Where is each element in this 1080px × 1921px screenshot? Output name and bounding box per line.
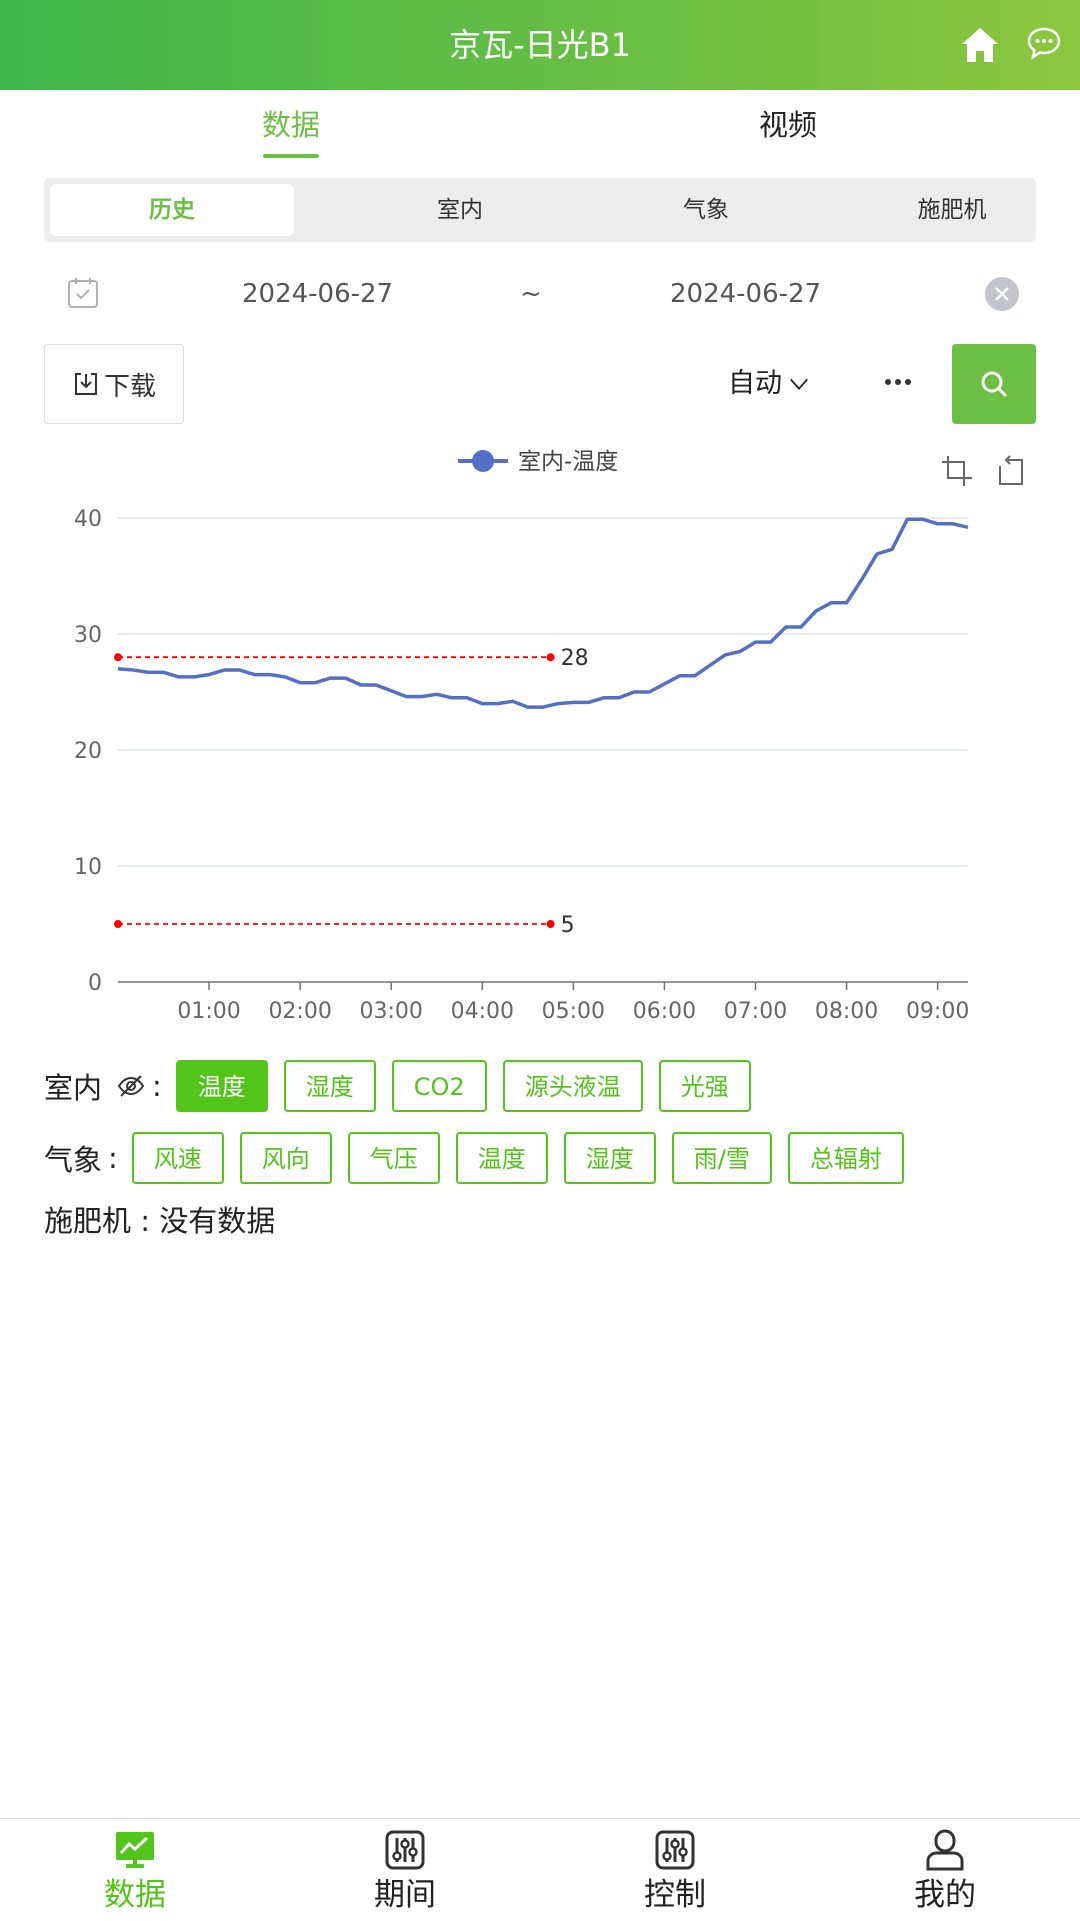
nav-period[interactable]: 期间 [270, 1819, 540, 1921]
nav-data[interactable]: 数据 [0, 1819, 270, 1921]
line-chart: 28 5 0 10 20 30 40 01:00 02:00 03:00 04:00 05:00 06… [0, 436, 1080, 1026]
sliders-icon [385, 1830, 425, 1870]
reference-label: 5 [561, 913, 575, 938]
reference-start-point [114, 920, 122, 928]
page-title: 京瓦-日光B1 [449, 26, 631, 64]
indoor-tags: 温度 湿度 CO2 源头液温 光强 [175, 1060, 767, 1112]
nav-data-label: 数据 [104, 1877, 166, 1913]
chart-svg: 28 5 0 10 20 30 40 01:00 02:00 03:00 04:00 05:00 06… [74, 449, 1023, 1024]
chat-bubble-icon[interactable] [1026, 26, 1062, 60]
y-tick-label: 10 [74, 855, 102, 880]
x-tick-label: 05:00 [542, 999, 605, 1024]
date-range-picker[interactable]: 2024-06-27 ~ 2024-06-27 [44, 262, 1036, 326]
sub-tab-fertilizer[interactable]: 施肥机 [917, 197, 987, 223]
x-tick-label: 02:00 [268, 999, 331, 1024]
weather-filter-row: 气象 : 风速 风向 气压 温度 湿度 雨/雪 总辐射 [44, 1132, 920, 1184]
interval-label: 自动 [728, 368, 782, 399]
indoor-tag[interactable]: 光强 [658, 1060, 751, 1112]
weather-tag[interactable]: 湿度 [563, 1132, 656, 1184]
weather-tags: 风速 风向 气压 温度 湿度 雨/雪 总辐射 [131, 1132, 920, 1184]
weather-tag[interactable]: 风向 [239, 1132, 332, 1184]
x-tick-label: 04:00 [451, 999, 514, 1024]
reference-start-point [114, 653, 122, 662]
x-tick-label: 01:00 [177, 999, 240, 1024]
tab-data-label: 数据 [261, 108, 320, 142]
legend-marker [472, 450, 494, 472]
weather-label: 气象 [44, 1143, 103, 1177]
indoor-tag[interactable]: CO2 [391, 1060, 487, 1112]
reference-end-point [546, 920, 555, 928]
nav-period-label: 期间 [374, 1877, 436, 1913]
indoor-tag[interactable]: 源头液温 [502, 1060, 643, 1112]
search-button[interactable] [952, 344, 1036, 424]
nav-control[interactable]: 控制 [540, 1819, 810, 1921]
x-tick-label: 06:00 [633, 999, 696, 1024]
sub-tab-history[interactable]: 历史 [50, 184, 294, 236]
clear-icon[interactable] [984, 276, 1020, 312]
weather-tag[interactable]: 总辐射 [787, 1132, 904, 1184]
weather-tag[interactable]: 风速 [131, 1132, 224, 1184]
sub-tabs: 历史 室内 气象 施肥机 [44, 178, 1036, 242]
weather-colon: : [108, 1141, 118, 1175]
indoor-filter-row: 室内 : 温度 湿度 CO2 源头液温 光强 [44, 1060, 767, 1112]
restore-icon[interactable] [999, 455, 1023, 485]
tab-data[interactable]: 数据 [191, 90, 391, 160]
reference-label: 28 [561, 646, 589, 671]
y-tick-label: 40 [74, 507, 102, 532]
tab-video[interactable]: 视频 [688, 90, 888, 160]
x-tick-label: 09:00 [906, 999, 969, 1024]
chevron-down-icon [790, 378, 808, 390]
interval-select[interactable]: 自动 [728, 344, 810, 424]
home-icon[interactable] [960, 26, 1000, 64]
series-line[interactable] [117, 517, 969, 709]
x-tick-label: 03:00 [360, 999, 423, 1024]
app-header: 京瓦-日光B1 [0, 0, 1080, 90]
download-button[interactable]: 下载 [44, 344, 184, 424]
weather-tag[interactable]: 气压 [347, 1132, 440, 1184]
bottom-nav: 数据 期间 控制 我的 [0, 1818, 1080, 1920]
eye-off-icon[interactable] [116, 1071, 146, 1101]
sub-tab-indoor[interactable]: 室内 [437, 197, 483, 223]
y-tick-label: 30 [74, 623, 102, 648]
calendar-icon [68, 278, 98, 308]
more-dots-icon[interactable] [880, 364, 916, 400]
start-date[interactable]: 2024-06-27 [242, 279, 394, 309]
zoom-icon[interactable] [942, 456, 972, 486]
nav-mine-label: 我的 [914, 1877, 976, 1913]
sliders-icon [655, 1830, 695, 1870]
indoor-label: 室内 [44, 1071, 103, 1105]
nav-mine[interactable]: 我的 [810, 1819, 1080, 1921]
indoor-tag[interactable]: 温度 [175, 1060, 268, 1112]
indoor-tag[interactable]: 湿度 [283, 1060, 376, 1112]
indoor-colon: : [152, 1069, 162, 1103]
nav-control-label: 控制 [644, 1877, 706, 1913]
search-icon [981, 371, 1008, 398]
monitor-chart-icon [116, 1832, 154, 1868]
y-tick-label: 0 [88, 971, 102, 996]
weather-tag[interactable]: 雨/雪 [671, 1132, 772, 1184]
weather-tag[interactable]: 温度 [455, 1132, 548, 1184]
reference-end-point [546, 653, 555, 662]
x-tick-label: 07:00 [724, 999, 787, 1024]
download-label: 下载 [103, 371, 156, 402]
sub-tab-weather[interactable]: 气象 [683, 197, 729, 223]
end-date[interactable]: 2024-06-27 [670, 279, 822, 309]
fertilizer-no-data: 施肥机 : 没有数据 [44, 1204, 276, 1238]
y-tick-label: 20 [74, 739, 102, 764]
active-tab-underline [263, 154, 319, 158]
date-separator: ~ [520, 279, 542, 309]
legend-label[interactable]: 室内-温度 [518, 449, 618, 475]
user-icon [926, 1829, 964, 1871]
download-icon [74, 373, 97, 395]
main-tabs: 数据 视频 [0, 90, 1080, 160]
x-tick-label: 08:00 [815, 999, 878, 1024]
tab-video-label: 视频 [758, 108, 817, 142]
